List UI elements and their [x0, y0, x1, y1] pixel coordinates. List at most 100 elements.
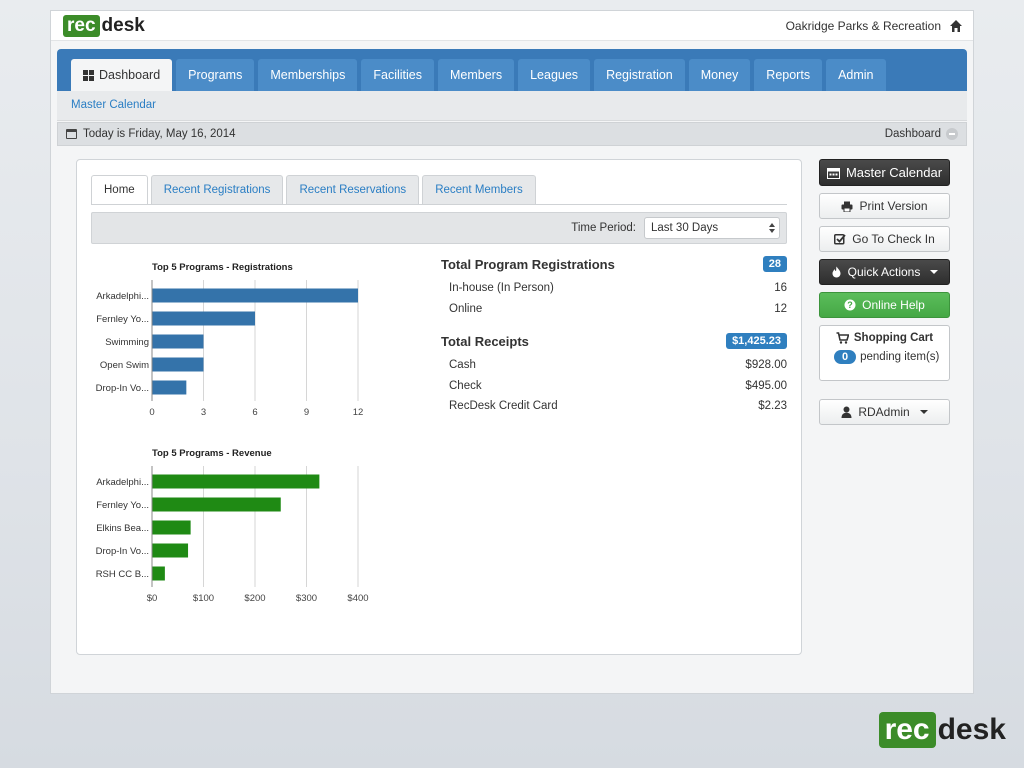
- x-tick-label: 3: [201, 407, 206, 418]
- category-label: Open Swim: [100, 360, 149, 371]
- sidebar: Master Calendar Print Version Go To Chec…: [819, 159, 950, 432]
- user-icon: [841, 406, 852, 418]
- caret-down-icon: [919, 410, 928, 414]
- online-help-label: Online Help: [862, 298, 925, 312]
- time-period-value: Last 30 Days: [651, 222, 719, 234]
- category-label: Swimming: [105, 337, 149, 348]
- nav-tab-label: Members: [450, 68, 503, 82]
- shopping-cart-title: Shopping Cart: [853, 332, 934, 344]
- nav-tab-programs[interactable]: Programs: [176, 59, 255, 91]
- x-tick-label: $400: [347, 593, 368, 604]
- bar[interactable]: [152, 334, 204, 349]
- tab-recent-reservations[interactable]: Recent Reservations: [286, 175, 420, 204]
- time-period-bar: Time Period: Last 30 Days: [91, 212, 787, 244]
- org-name: Oakridge Parks & Recreation: [785, 18, 941, 33]
- svg-text:?: ?: [847, 300, 853, 310]
- bar[interactable]: [152, 566, 165, 581]
- logo-rec: rec: [63, 14, 100, 37]
- nav-tab-leagues[interactable]: Leagues: [518, 59, 591, 91]
- question-icon: ?: [844, 299, 856, 311]
- chart-title: Top 5 Programs - Registrations: [152, 262, 293, 273]
- time-period-label: Time Period:: [571, 222, 636, 234]
- print-version-button[interactable]: Print Version: [819, 193, 950, 219]
- collapse-icon[interactable]: [946, 128, 958, 140]
- nav-tab-memberships[interactable]: Memberships: [258, 59, 358, 91]
- check-in-button[interactable]: Go To Check In: [819, 226, 950, 252]
- check-in-label: Go To Check In: [852, 232, 935, 246]
- stat-row-value: $495.00: [745, 379, 787, 392]
- date-bar: Today is Friday, May 16, 2014 Dashboard: [57, 122, 967, 146]
- select-arrows-icon: [769, 223, 775, 233]
- registrations-total-badge: 28: [762, 256, 787, 272]
- nav-tab-members[interactable]: Members: [438, 59, 515, 91]
- nav-tab-facilities[interactable]: Facilities: [361, 59, 434, 91]
- user-menu-button[interactable]: RDAdmin: [819, 399, 950, 425]
- stat-row-label: RecDesk Credit Card: [449, 400, 558, 413]
- bar[interactable]: [152, 520, 191, 535]
- dashboard-grid-icon: [83, 69, 94, 81]
- stat-row: Check $495.00: [441, 376, 787, 397]
- caret-down-icon: [930, 270, 939, 274]
- cart-pending-text: pending item(s): [860, 351, 940, 363]
- x-tick-label: $300: [296, 593, 317, 604]
- home-icon[interactable]: [949, 19, 963, 33]
- master-calendar-label: Master Calendar: [845, 165, 943, 180]
- bar[interactable]: [152, 543, 189, 558]
- registrations-chart-svg: Top 5 Programs - Registrations 0 3 6 9 12 Arka…: [96, 262, 364, 418]
- logo-rec: rec: [878, 712, 936, 748]
- nav-tab-label: Reports: [766, 68, 811, 82]
- main-nav: Dashboard Programs Memberships Facilities Me…: [57, 49, 967, 91]
- nav-tab-label: Memberships: [270, 68, 346, 82]
- category-label: Fernley Yo...: [96, 500, 149, 511]
- calendar-icon: [66, 129, 77, 139]
- calendar-icon: [826, 167, 840, 179]
- online-help-button[interactable]: ? Online Help: [819, 292, 950, 318]
- master-calendar-button[interactable]: Master Calendar: [819, 159, 950, 186]
- subnav-master-calendar-link[interactable]: Master Calendar: [71, 99, 157, 111]
- recdesk-footer-logo: rec desk: [878, 712, 1006, 748]
- nav-tab-label: Admin: [838, 68, 874, 82]
- bar[interactable]: [152, 380, 187, 395]
- stat-row-value: 16: [774, 282, 787, 295]
- user-name: RDAdmin: [858, 405, 910, 419]
- nav-tab-label: Leagues: [530, 68, 579, 82]
- nav-tab-label: Dashboard: [99, 68, 161, 82]
- revenue-chart-svg: Top 5 Programs - Revenue $0 $100 $200 $300 $4…: [96, 448, 369, 604]
- revenue-chart: Top 5 Programs - Revenue $0 $100 $200 $300 $4…: [91, 442, 381, 615]
- stat-row: Cash $928.00: [441, 355, 787, 376]
- stat-row-label: In-house (In Person): [449, 282, 554, 295]
- time-period-select[interactable]: Last 30 Days: [644, 217, 780, 239]
- nav-tab-dashboard[interactable]: Dashboard: [71, 59, 173, 91]
- receipts-summary: Total Receipts $1,425.23 Cash $928.00 Ch…: [441, 333, 787, 417]
- receipts-total-badge: $1,425.23: [726, 333, 787, 349]
- tab-recent-members[interactable]: Recent Members: [422, 175, 536, 204]
- nav-tab-label: Facilities: [373, 68, 422, 82]
- chart-title: Top 5 Programs - Revenue: [152, 448, 272, 459]
- category-label: Elkins Bea...: [96, 523, 149, 534]
- recdesk-logo[interactable]: rec desk: [63, 14, 145, 37]
- print-version-label: Print Version: [859, 199, 928, 213]
- quick-actions-button[interactable]: Quick Actions: [819, 259, 950, 285]
- breadcrumb-dashboard: Dashboard: [884, 128, 941, 140]
- nav-tab-admin[interactable]: Admin: [826, 59, 886, 91]
- cart-count-badge: 0: [834, 350, 857, 364]
- nav-tab-registration[interactable]: Registration: [594, 59, 685, 91]
- quick-actions-label: Quick Actions: [847, 265, 921, 279]
- bar[interactable]: [152, 474, 320, 489]
- nav-tab-money[interactable]: Money: [688, 59, 751, 91]
- x-tick-label: 0: [149, 407, 154, 418]
- nav-tab-label: Money: [700, 68, 739, 82]
- category-label: Drop-In Vo...: [96, 383, 149, 394]
- nav-tab-reports[interactable]: Reports: [754, 59, 823, 91]
- bar[interactable]: [152, 357, 204, 372]
- bar[interactable]: [152, 497, 281, 512]
- sub-nav: Master Calendar: [57, 91, 967, 121]
- registrations-chart: Top 5 Programs - Registrations 0 3 6 9 12 Arka…: [91, 256, 381, 429]
- tab-home[interactable]: Home: [91, 175, 148, 204]
- dashboard-panel: Home Recent Registrations Recent Reservati…: [76, 159, 802, 655]
- bar[interactable]: [152, 288, 358, 303]
- shopping-cart[interactable]: Shopping Cart 0 pending item(s): [819, 325, 950, 381]
- tab-recent-registrations[interactable]: Recent Registrations: [150, 175, 284, 204]
- x-tick-label: $0: [147, 593, 158, 604]
- bar[interactable]: [152, 311, 255, 326]
